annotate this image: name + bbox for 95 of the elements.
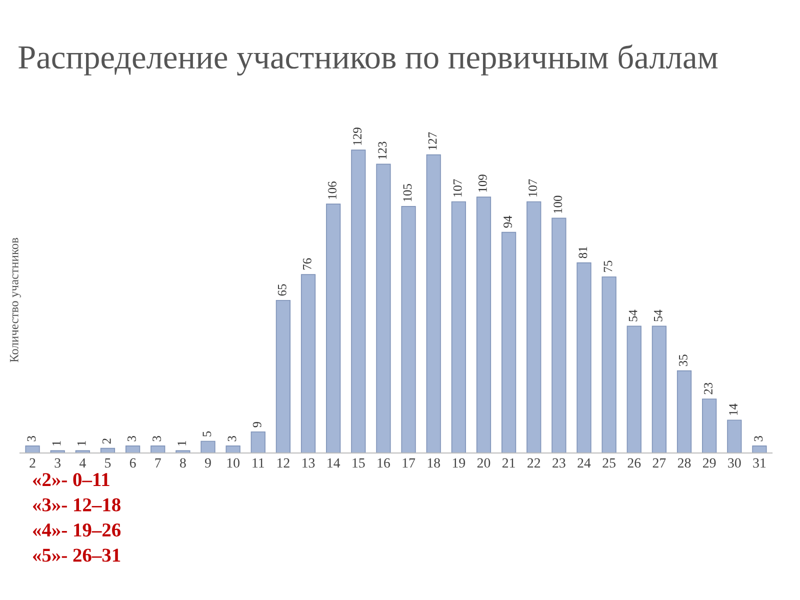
- data-label: 54: [628, 310, 638, 322]
- bar: [300, 274, 316, 453]
- data-label: 35: [678, 354, 688, 366]
- data-label: 5: [202, 431, 212, 436]
- x-tick-label: 8: [180, 458, 186, 468]
- data-label: 3: [128, 436, 136, 442]
- bar: [476, 196, 492, 453]
- bar: [752, 446, 767, 453]
- data-label: 76: [302, 258, 312, 270]
- data-label: 100: [554, 196, 562, 213]
- x-tick-label: 29: [703, 458, 716, 468]
- x-tick-label: 6: [130, 458, 136, 468]
- data-label: 1: [52, 440, 61, 446]
- data-label: 94: [504, 216, 512, 228]
- x-tick-label: 13: [302, 458, 315, 468]
- data-label: 123: [378, 142, 387, 159]
- data-label: 107: [528, 179, 537, 196]
- bar: [401, 206, 416, 453]
- bar: [150, 446, 166, 453]
- bar: [426, 154, 441, 453]
- chart-title: Распределение участников по первичным баллам: [18, 44, 718, 76]
- data-label: 3: [228, 436, 236, 442]
- bar: [451, 201, 466, 453]
- bar: [326, 204, 341, 453]
- x-tick-label: 30: [728, 458, 741, 468]
- bar: [576, 262, 592, 453]
- x-tick-label: 28: [678, 458, 691, 468]
- bar: [552, 218, 566, 453]
- x-tick-label: 22: [528, 458, 540, 468]
- x-tick-label: 11: [252, 458, 264, 468]
- x-tick-label: 15: [352, 458, 365, 468]
- bar: [626, 326, 642, 453]
- x-tick-label: 4: [79, 458, 86, 468]
- x-tick-label: 7: [155, 458, 161, 468]
- data-label: 107: [453, 179, 462, 196]
- x-tick-label: 16: [378, 458, 390, 468]
- bar: [727, 420, 742, 453]
- data-label: 129: [353, 128, 362, 145]
- bar: [226, 446, 240, 453]
- x-tick-label: 23: [552, 458, 566, 468]
- x-tick-label: 18: [428, 458, 440, 468]
- data-label: 3: [152, 436, 161, 442]
- data-label: 65: [278, 284, 286, 296]
- data-label: 3: [27, 436, 36, 442]
- bar: [676, 370, 692, 453]
- x-tick-label: 17: [402, 458, 416, 468]
- x-tick-label: 3: [54, 458, 61, 468]
- data-label: 127: [428, 132, 437, 150]
- bar: [351, 150, 366, 453]
- data-label: 23: [704, 382, 712, 394]
- x-tick-label: 24: [578, 458, 591, 468]
- bar: [652, 326, 667, 453]
- bar: [376, 164, 391, 453]
- data-label: 3: [754, 436, 763, 442]
- data-label: 105: [403, 184, 412, 202]
- bar: [501, 232, 516, 453]
- x-tick-label: 20: [477, 458, 490, 468]
- data-label: 1: [77, 440, 86, 446]
- bar: [50, 450, 65, 453]
- bar: [125, 446, 140, 453]
- x-tick-label: 14: [328, 458, 340, 468]
- x-tick-label: 21: [502, 458, 515, 468]
- text: «5»- 26–31: [33, 548, 120, 562]
- bar: [200, 440, 216, 453]
- data-label: 2: [102, 438, 111, 444]
- data-label: 109: [478, 174, 487, 192]
- bar: [602, 276, 616, 453]
- x-tick-label: 19: [452, 458, 466, 468]
- text: «4»- 19–26: [33, 524, 121, 537]
- bar: [276, 300, 291, 453]
- x-tick-label: 27: [652, 458, 666, 468]
- text: «2»- 0–11: [33, 473, 110, 486]
- bar: [526, 201, 542, 453]
- data-label: 81: [578, 246, 588, 258]
- x-tick-label: 2: [30, 458, 36, 468]
- data-label: 54: [654, 310, 662, 322]
- bar: [250, 431, 266, 453]
- data-label: 14: [729, 404, 738, 415]
- data-label: 1: [178, 440, 186, 446]
- data-label: 106: [328, 182, 336, 199]
- bar: [75, 450, 90, 453]
- x-tick-label: 12: [277, 458, 290, 468]
- x-tick-label: 9: [204, 458, 211, 468]
- text: «3»- 12–18: [33, 498, 120, 512]
- bar: [176, 450, 190, 453]
- x-tick-label: 5: [105, 458, 111, 468]
- x-tick-label: 25: [602, 458, 616, 468]
- x-tick-label: 26: [628, 458, 641, 468]
- x-tick-label: 31: [753, 458, 766, 468]
- data-label: 9: [252, 422, 262, 428]
- x-tick-label: 10: [227, 458, 240, 468]
- bar: [702, 398, 717, 453]
- data-label: 75: [604, 260, 612, 272]
- y-axis-title: Количество участников: [10, 238, 21, 362]
- bar: [25, 446, 40, 453]
